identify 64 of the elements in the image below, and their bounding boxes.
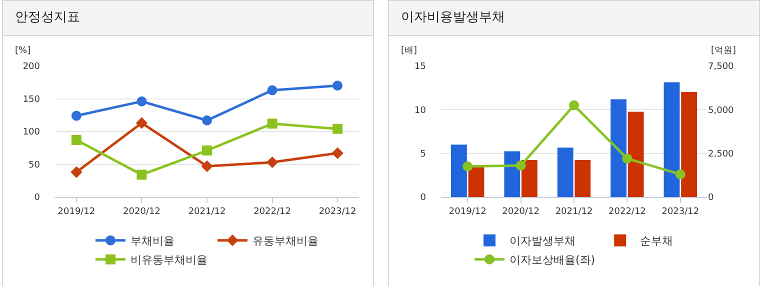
y-tick-label: 150 bbox=[22, 94, 40, 105]
point bbox=[71, 110, 82, 121]
x-tick-label: 2019/12 bbox=[448, 206, 486, 217]
point bbox=[202, 115, 212, 126]
x-tick-label: 2023/12 bbox=[318, 206, 356, 217]
legend-label: 부채비율 bbox=[130, 234, 174, 248]
bar bbox=[628, 112, 644, 197]
point bbox=[332, 124, 343, 134]
x-tick-label: 2020/12 bbox=[123, 206, 160, 217]
y-tick-label: 0 bbox=[420, 193, 426, 204]
bar bbox=[468, 167, 484, 197]
point bbox=[136, 170, 147, 180]
legend-label: 비유동부채비율 bbox=[130, 254, 208, 267]
bar bbox=[557, 148, 574, 197]
point bbox=[267, 85, 278, 96]
point bbox=[70, 166, 82, 178]
bar bbox=[681, 92, 697, 197]
y2-tick-label: 5,000 bbox=[708, 106, 734, 116]
legend-label: 순부채 bbox=[640, 234, 674, 248]
point bbox=[136, 96, 147, 106]
x-tick-label: 2023/12 bbox=[662, 206, 700, 217]
legend-label: 이자보상배율(좌) bbox=[510, 254, 596, 267]
y-tick-label: 5 bbox=[420, 149, 426, 160]
point bbox=[569, 100, 579, 110]
y-axis-title: [배] bbox=[401, 46, 418, 56]
point bbox=[266, 156, 278, 168]
point bbox=[516, 160, 526, 171]
point bbox=[136, 117, 148, 129]
y2-tick-label: 2,500 bbox=[708, 149, 734, 160]
y2-tick-label: 0 bbox=[708, 193, 714, 204]
point bbox=[201, 160, 213, 172]
y-tick-label: 15 bbox=[414, 62, 426, 72]
point bbox=[71, 135, 82, 146]
point bbox=[462, 161, 473, 172]
bar bbox=[574, 160, 591, 197]
x-tick-label: 2021/12 bbox=[188, 206, 226, 217]
legend-label: 유동부채비율 bbox=[252, 234, 318, 248]
x-tick-label: 2019/12 bbox=[58, 206, 96, 217]
chart-title: 이자비용발생부채 bbox=[389, 1, 759, 36]
chart-title: 안정성지표 bbox=[3, 1, 373, 36]
y-axis-title: [%] bbox=[15, 46, 31, 56]
point bbox=[332, 147, 344, 159]
bar bbox=[504, 151, 520, 197]
x-tick-label: 2020/12 bbox=[502, 206, 540, 217]
y-tick-label: 50 bbox=[28, 160, 40, 170]
x-tick-label: 2022/12 bbox=[254, 206, 291, 217]
y-tick-label: 200 bbox=[22, 62, 40, 72]
point bbox=[675, 169, 686, 180]
point bbox=[202, 146, 212, 156]
y-tick-label: 10 bbox=[414, 106, 426, 116]
bar bbox=[664, 82, 680, 197]
y-tick-label: 0 bbox=[34, 193, 40, 204]
bar bbox=[521, 160, 538, 197]
point bbox=[332, 80, 343, 91]
y-tick-label: 100 bbox=[22, 128, 40, 138]
y2-axis-title: [억원] bbox=[711, 46, 736, 56]
point bbox=[267, 118, 278, 129]
point bbox=[622, 154, 632, 164]
legend-label: 이자발생부채 bbox=[510, 234, 576, 248]
y2-tick-label: 7,500 bbox=[708, 62, 734, 72]
x-tick-label: 2022/12 bbox=[608, 206, 646, 217]
bar bbox=[610, 99, 627, 197]
x-tick-label: 2021/12 bbox=[555, 206, 593, 217]
bar bbox=[451, 144, 467, 197]
